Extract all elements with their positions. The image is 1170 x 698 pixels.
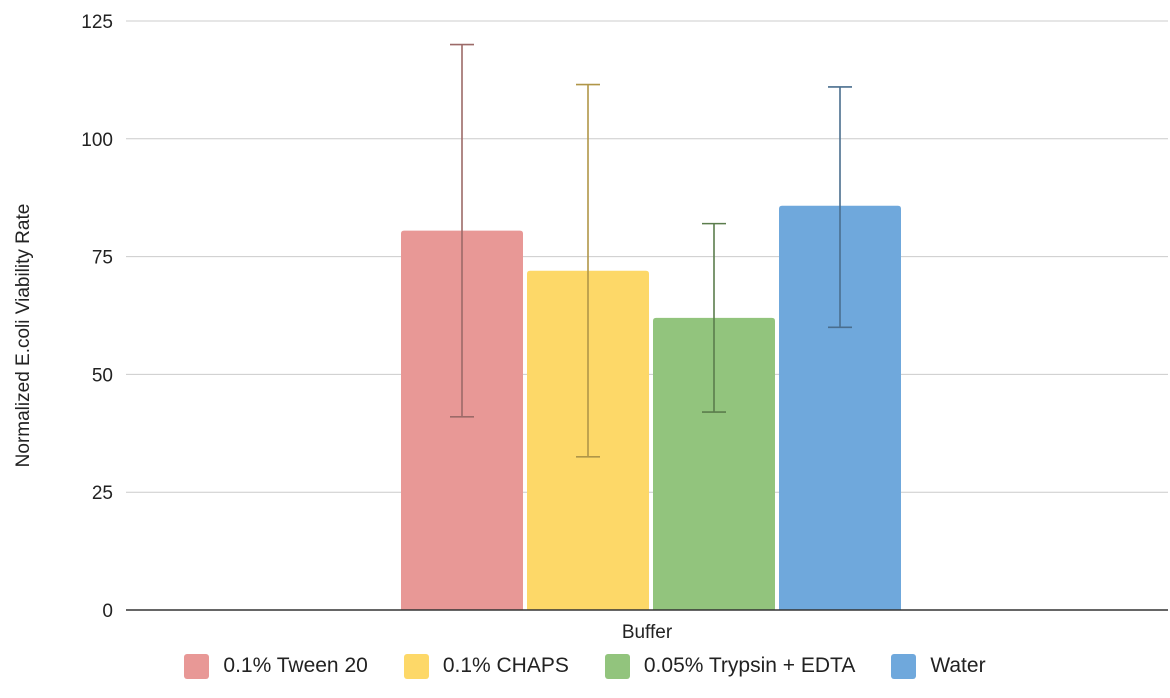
y-axis-ticks: 0 25 50 75 100 125 xyxy=(81,12,113,622)
legend-item: Water xyxy=(891,653,986,679)
y-tick-label: 100 xyxy=(81,130,113,151)
y-tick-label: 0 xyxy=(102,601,113,622)
legend-swatch xyxy=(184,653,210,679)
x-tick-label: Buffer xyxy=(622,622,673,640)
y-tick-label: 125 xyxy=(81,12,113,33)
legend-item: 0.1% Tween 20 xyxy=(184,653,368,679)
bar xyxy=(401,230,523,610)
y-tick-label: 50 xyxy=(92,365,113,386)
legend-label: 0.05% Trypsin + EDTA xyxy=(643,654,856,677)
y-axis-title: Normalized E.coli Viability Rate xyxy=(13,204,34,468)
y-tick-label: 25 xyxy=(92,483,113,504)
legend-label: Water xyxy=(930,654,986,677)
y-tick-label: 75 xyxy=(92,248,113,269)
legend-swatch xyxy=(403,653,429,679)
legend-label: 0.1% Tween 20 xyxy=(223,654,368,677)
gridlines xyxy=(126,20,1168,493)
legend-item: 0.05% Trypsin + EDTA xyxy=(604,653,856,679)
legend-item: 0.1% CHAPS xyxy=(403,653,569,679)
bar-chart: 0 25 50 75 100 125 Buffer Normalized E.coli V… xyxy=(13,12,1168,640)
legend-label: 0.1% CHAPS xyxy=(442,654,569,677)
bars xyxy=(401,205,901,611)
legend-swatch xyxy=(604,653,630,679)
legend: 0.1% Tween 20 0.1% CHAPS 0.05% Trypsin + E… xyxy=(0,646,1170,686)
legend-swatch xyxy=(891,653,917,679)
error-bars xyxy=(450,43,852,458)
bar xyxy=(779,205,901,611)
bar xyxy=(653,317,775,610)
